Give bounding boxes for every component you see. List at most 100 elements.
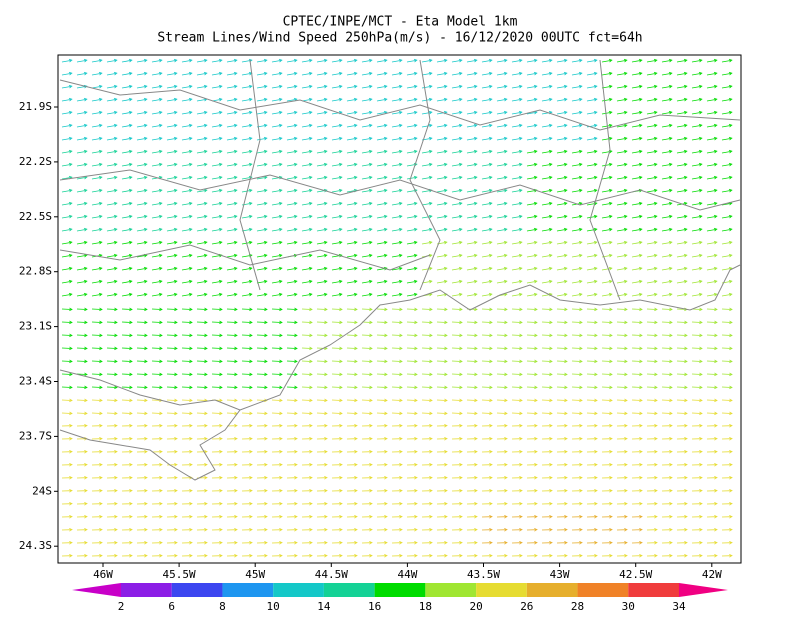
wind-arrow: [361, 162, 373, 167]
wind-arrow: [586, 540, 598, 545]
wind-arrow: [511, 71, 523, 76]
wind-arrow: [601, 214, 613, 219]
wind-arrow: [466, 385, 478, 390]
wind-arrow: [406, 123, 418, 128]
wind-arrow: [61, 398, 73, 403]
wind-arrow: [136, 175, 148, 180]
wind-arrow: [676, 162, 688, 167]
wind-arrow: [631, 253, 643, 258]
wind-arrow: [721, 214, 733, 219]
wind-arrow: [721, 346, 733, 351]
wind-arrow: [421, 123, 433, 128]
wind-arrow: [406, 423, 418, 428]
wind-arrow: [211, 240, 223, 245]
wind-arrow: [481, 97, 493, 102]
wind-arrow: [376, 84, 388, 89]
wind-arrow: [316, 175, 328, 180]
wind-arrow: [571, 292, 583, 297]
wind-arrow: [721, 240, 733, 245]
wind-arrow: [226, 436, 238, 441]
wind-arrow: [136, 266, 148, 271]
wind-arrow: [511, 514, 523, 519]
wind-arrow: [106, 175, 118, 180]
wind-arrow: [646, 501, 658, 506]
wind-arrow: [166, 462, 178, 467]
wind-arrow: [136, 540, 148, 545]
wind-arrow: [346, 110, 358, 115]
wind-arrow: [646, 398, 658, 403]
wind-arrow: [586, 110, 598, 115]
wind-arrow: [571, 372, 583, 377]
wind-arrow: [526, 436, 538, 441]
wind-arrow: [286, 162, 298, 167]
wind-arrow: [256, 514, 268, 519]
wind-arrow: [331, 201, 343, 206]
wind-arrow: [166, 436, 178, 441]
wind-arrow: [301, 411, 313, 416]
wind-arrow: [316, 540, 328, 545]
wind-arrow: [556, 475, 568, 480]
wind-arrow: [106, 320, 118, 325]
wind-arrow: [631, 97, 643, 102]
wind-arrow: [466, 540, 478, 545]
wind-arrow: [496, 149, 508, 154]
wind-arrow: [571, 84, 583, 89]
wind-arrow: [346, 385, 358, 390]
wind-arrow: [376, 514, 388, 519]
wind-arrow: [316, 201, 328, 206]
wind-arrow: [436, 123, 448, 128]
wind-arrow: [151, 411, 163, 416]
wind-arrow: [151, 71, 163, 76]
wind-arrow: [451, 266, 463, 271]
wind-arrow: [151, 136, 163, 141]
wind-arrow: [586, 227, 598, 232]
wind-arrow: [106, 411, 118, 416]
wind-arrow: [391, 488, 403, 493]
wind-arrow: [376, 527, 388, 532]
wind-arrow: [106, 540, 118, 545]
wind-arrow: [601, 514, 613, 519]
wind-arrow: [511, 110, 523, 115]
wind-arrow: [346, 149, 358, 154]
wind-arrow: [676, 214, 688, 219]
wind-arrow: [166, 488, 178, 493]
wind-arrow: [226, 123, 238, 128]
wind-arrow: [376, 423, 388, 428]
wind-arrow: [121, 188, 133, 193]
wind-arrow: [556, 188, 568, 193]
wind-arrow: [196, 488, 208, 493]
wind-arrow: [316, 359, 328, 364]
wind-arrow: [76, 214, 88, 219]
wind-arrow: [616, 346, 628, 351]
wind-arrow: [151, 514, 163, 519]
wind-arrow: [601, 279, 613, 284]
coastline: [59, 369, 241, 481]
wind-arrow: [376, 71, 388, 76]
wind-arrow: [541, 553, 553, 558]
wind-arrow: [91, 279, 103, 284]
wind-arrow: [496, 540, 508, 545]
wind-arrow: [511, 320, 523, 325]
wind-arrow: [166, 149, 178, 154]
wind-arrow: [676, 423, 688, 428]
wind-arrow: [121, 292, 133, 297]
wind-arrow: [76, 71, 88, 76]
wind-arrow: [526, 346, 538, 351]
wind-arrow: [286, 279, 298, 284]
wind-arrow: [616, 253, 628, 258]
wind-arrow: [226, 266, 238, 271]
wind-arrow: [271, 162, 283, 167]
wind-arrow: [166, 214, 178, 219]
wind-arrow: [331, 372, 343, 377]
wind-arrow: [601, 359, 613, 364]
wind-arrow: [361, 398, 373, 403]
wind-arrow: [481, 214, 493, 219]
wind-arrow: [631, 136, 643, 141]
wind-arrow: [331, 333, 343, 338]
wind-arrow: [196, 123, 208, 128]
wind-arrow: [76, 449, 88, 454]
wind-arrow: [646, 240, 658, 245]
wind-arrow: [481, 136, 493, 141]
wind-arrow: [706, 488, 718, 493]
wind-arrow: [91, 227, 103, 232]
